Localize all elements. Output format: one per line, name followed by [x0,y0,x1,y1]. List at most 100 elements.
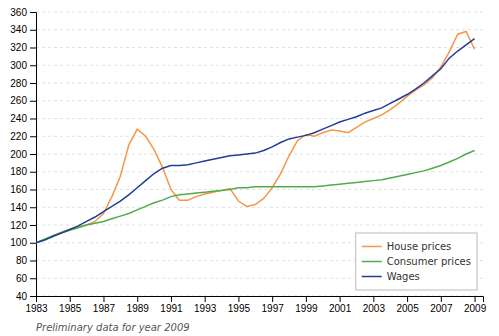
tick-label: 120 [10,220,27,231]
tick-mark [373,296,374,302]
tick-label: 360 [10,7,27,18]
tick-label: 2001 [329,303,352,314]
tick-label: 1991 [160,303,183,314]
tick: 160 [10,184,36,195]
tick-label: 1987 [93,303,116,314]
tick-label: 40 [16,291,28,302]
tick-mark [306,296,307,302]
tick-label: 200 [10,149,27,160]
tick-mark [30,172,36,173]
background [0,0,499,336]
legend-label: Wages [387,271,420,282]
tick-label: 160 [10,184,27,195]
tick-mark [475,296,476,302]
tick: 1989 [127,296,150,314]
legend-label: Consumer prices [387,256,471,267]
tick: 40 [16,291,36,302]
axis-line [30,13,37,297]
legend-swatch [362,261,382,263]
tick-mark [30,119,36,120]
grid-line [36,225,483,226]
tick: 1997 [262,296,285,314]
tick-label: 80 [16,255,28,266]
tick-label: 280 [10,78,27,89]
tick-mark [103,296,104,302]
tick-label: 1993 [194,303,217,314]
grid-line [36,154,483,155]
tick: 2007 [430,296,453,314]
tick-label: 260 [10,95,27,106]
tick: 60 [16,273,36,284]
x-axis: 1983 1985 1987 1989 1991 1993 1995 1997 1999 2001… [25,296,486,314]
tick-label: 180 [10,166,27,177]
tick: 180 [10,166,36,177]
legend-swatch [362,246,382,248]
tick: 120 [10,220,36,231]
tick-mark [30,136,36,137]
tick-label: 300 [10,60,27,71]
grid [36,12,483,296]
grid-line [36,100,483,101]
tick-mark [30,243,36,244]
tick-label: 1983 [25,303,48,314]
grid-line [36,207,483,208]
tick: 220 [10,131,36,142]
tick: 360 [10,7,36,18]
tick-mark [70,296,71,302]
tick-label: 320 [10,42,27,53]
tick: 1995 [228,296,251,314]
series-line [36,32,475,243]
grid-line [36,189,483,190]
tick: 260 [10,95,36,106]
tick-mark [30,225,36,226]
tick: 320 [10,42,36,53]
legend: House pricesConsumer pricesWages [356,233,477,290]
tick-label: 100 [10,237,27,248]
tick: 280 [10,78,36,89]
grid-line [36,118,483,119]
tick-mark [137,296,138,302]
tick-mark [205,296,206,302]
grid-line [36,29,483,30]
grid-line [36,12,483,13]
tick-mark [30,12,36,13]
legend-swatch [362,276,382,278]
tick-label: 2007 [430,303,453,314]
tick: 140 [10,202,36,213]
tick: 100 [10,237,36,248]
tick-mark [30,190,36,191]
chart: 1983198519871989199119931995199719992001… [0,0,499,336]
tick-mark [340,296,341,302]
tick: 240 [10,113,36,124]
tick-label: 240 [10,113,27,124]
tick-mark [30,296,36,297]
tick: 1991 [160,296,183,314]
tick-label: 340 [10,24,27,35]
tick-mark [30,83,36,84]
tick-mark [171,296,172,302]
y-axis: 40 60 80 100 120 140 160 180 200 220 240 260 280 300 3… [10,7,36,302]
tick: 1985 [59,296,82,314]
tick-mark [30,207,36,208]
tick-mark [30,65,36,66]
tick-label: 220 [10,131,27,142]
tick: 340 [10,24,36,35]
tick: 1993 [194,296,217,314]
tick-mark [441,296,442,302]
tick-label: 1999 [295,303,318,314]
tick-mark [30,154,36,155]
tick: 1983 [25,296,48,314]
legend-box [356,233,477,290]
tick: 80 [16,255,36,266]
tick-label: 1995 [228,303,251,314]
axis-line [37,297,484,303]
tick-mark [407,296,408,302]
plot: 1983198519871989199119931995199719992001… [10,7,486,314]
legend-item: Consumer prices [362,256,471,267]
tick-label: 1985 [59,303,82,314]
grid-line [36,83,483,84]
tick: 300 [10,60,36,71]
tick: 200 [10,149,36,160]
tick-mark [30,101,36,102]
tick-mark [30,48,36,49]
